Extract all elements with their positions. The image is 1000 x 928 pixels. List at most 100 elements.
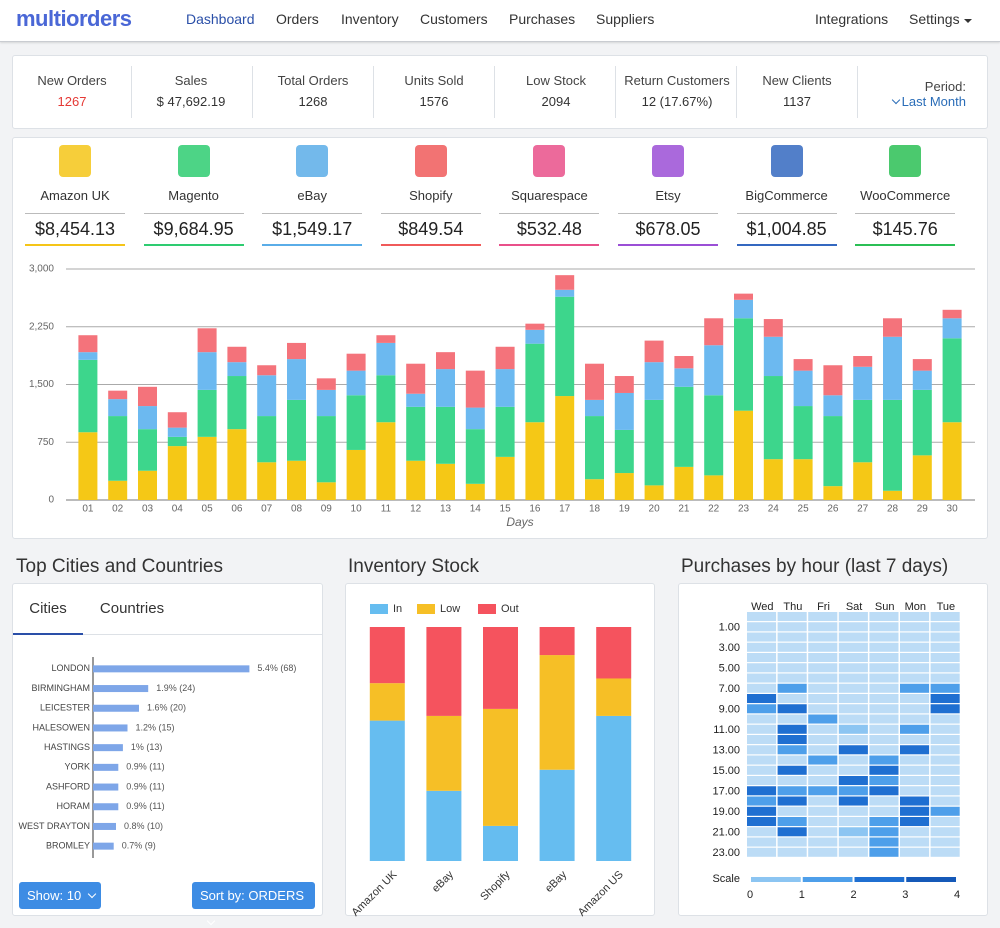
heat-cell xyxy=(930,622,960,632)
heat-cell xyxy=(930,806,960,816)
bar-segment xyxy=(883,399,902,491)
channel-logo xyxy=(889,145,922,177)
bar-segment xyxy=(644,399,664,486)
bar xyxy=(93,665,250,673)
x-tick-label: 12 xyxy=(410,504,422,515)
heat-cell xyxy=(747,755,777,765)
bar-segment xyxy=(138,406,157,430)
channel-amount: $1,549.17 xyxy=(272,219,353,239)
heat-cell xyxy=(808,796,838,806)
sort-button[interactable]: Sort by: ORDERS xyxy=(192,882,315,926)
nav-link[interactable]: Suppliers xyxy=(596,11,655,27)
bar-segment xyxy=(465,429,485,484)
heat-cell xyxy=(777,765,807,775)
bar-segment xyxy=(823,416,843,487)
bar-segment xyxy=(108,390,128,400)
bar-segment xyxy=(138,470,157,500)
bar-segment xyxy=(346,370,366,396)
nav-link[interactable]: Orders xyxy=(276,11,319,27)
x-tick-label: 17 xyxy=(559,504,571,515)
heat-cell xyxy=(747,796,777,806)
bar-segment xyxy=(426,715,462,791)
period-label: Period: xyxy=(924,79,966,94)
heat-cell xyxy=(900,642,930,652)
bar-segment xyxy=(525,422,545,500)
scale-tick-label: 2 xyxy=(850,889,856,901)
nav-link[interactable]: Integrations xyxy=(815,11,889,27)
heat-cell xyxy=(838,642,868,652)
heat-cell xyxy=(869,755,899,765)
heat-cell xyxy=(930,755,960,765)
heat-cell xyxy=(900,622,930,632)
nav-link[interactable]: Customers xyxy=(420,11,488,27)
x-tick-label: 10 xyxy=(351,504,363,515)
heat-cell xyxy=(808,724,838,734)
nav-link[interactable]: Purchases xyxy=(509,11,576,27)
nav-link[interactable]: Inventory xyxy=(341,11,399,27)
bar-segment xyxy=(346,353,366,371)
tab[interactable]: Countries xyxy=(99,600,165,617)
bar-segment xyxy=(596,678,632,716)
heat-cell xyxy=(900,663,930,673)
x-tick-label: 09 xyxy=(321,504,333,515)
bar-segment xyxy=(942,318,962,339)
heat-cell xyxy=(869,817,899,827)
bar-segment xyxy=(483,825,518,861)
bar-segment xyxy=(227,346,247,363)
stat-label: Units Sold xyxy=(404,73,464,88)
stat-value: 1268 xyxy=(298,94,328,109)
heat-cell xyxy=(777,704,807,714)
active-tab-indicator xyxy=(13,633,83,635)
stat-label: Total Orders xyxy=(277,73,349,88)
legend-swatch xyxy=(417,604,435,614)
bar-segment xyxy=(763,459,783,500)
bar-segment xyxy=(167,412,187,428)
bar-segment xyxy=(539,769,575,861)
bar-segment xyxy=(644,340,664,363)
heat-cell xyxy=(869,806,899,816)
heat-cell xyxy=(838,847,868,857)
bar-segment xyxy=(369,627,405,684)
period-select[interactable]: Last Month xyxy=(901,94,966,109)
bar-segment xyxy=(78,359,98,433)
heat-cell xyxy=(777,642,807,652)
heat-cell xyxy=(777,847,807,857)
nav-link[interactable]: Dashboard xyxy=(186,11,255,27)
heat-cell xyxy=(869,683,899,693)
stat-value: 2094 xyxy=(541,94,571,109)
heading: Inventory Stock xyxy=(348,556,479,577)
bar-segment xyxy=(108,480,128,500)
x-tick-label: 08 xyxy=(291,504,303,515)
bar-segment xyxy=(465,370,485,408)
heat-cell xyxy=(900,714,930,724)
heat-cell xyxy=(869,694,899,704)
scale-label: Scale xyxy=(712,873,740,885)
bar xyxy=(93,704,139,712)
hour-label: 9.00 xyxy=(719,703,740,715)
bar-segment xyxy=(853,462,873,500)
tab[interactable]: Cities xyxy=(29,600,67,617)
heat-cell xyxy=(930,837,960,847)
button-label: Show: 10 xyxy=(27,888,82,903)
heat-cell xyxy=(900,694,930,704)
bar-segment xyxy=(495,369,515,407)
heat-cell xyxy=(900,735,930,745)
nav-link[interactable]: Settings xyxy=(909,11,960,27)
x-axis-title: Days xyxy=(506,515,533,529)
y-tick-label: 0 xyxy=(48,495,54,506)
heat-cell xyxy=(900,745,930,755)
bar-segment xyxy=(406,406,426,461)
channel-logo xyxy=(533,145,566,177)
heat-cell xyxy=(808,776,838,786)
heat-cell xyxy=(747,735,777,745)
bar-segment xyxy=(823,395,843,417)
bar-segment xyxy=(346,395,366,450)
x-tick-label: 13 xyxy=(440,504,452,515)
heat-cell xyxy=(808,745,838,755)
heat-cell xyxy=(930,714,960,724)
heat-cell xyxy=(900,683,930,693)
heat-cell xyxy=(777,837,807,847)
show-button[interactable]: Show: 10 xyxy=(19,882,101,909)
scale-segment xyxy=(906,877,956,882)
value-label: 1.2% (15) xyxy=(136,722,175,732)
